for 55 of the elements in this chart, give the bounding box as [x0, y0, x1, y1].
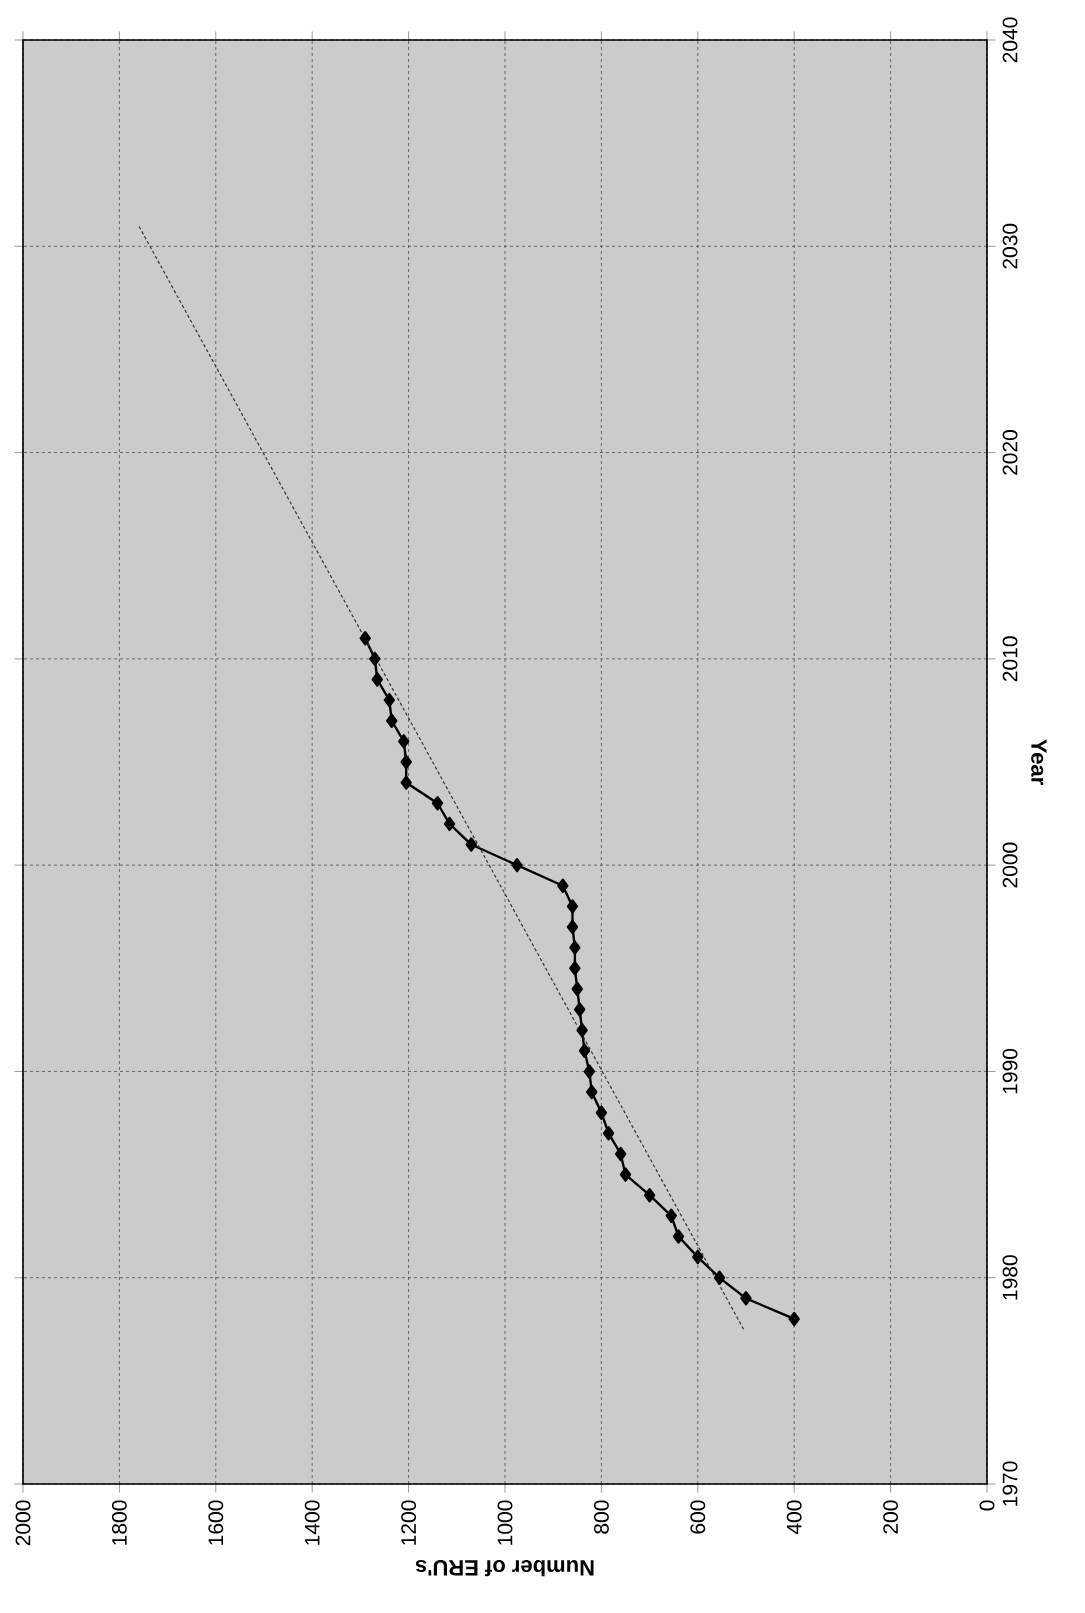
point: [359, 631, 371, 646]
point: [583, 1064, 596, 1079]
x-tick-label: 1800: [111, 1500, 127, 1545]
y-tick-label: 2040: [1002, 17, 1018, 63]
point: [569, 940, 581, 955]
y-tick-label: 2000: [1002, 842, 1018, 888]
point: [398, 734, 410, 749]
y-tick-label: 2030: [1002, 223, 1018, 269]
point: [788, 1311, 800, 1327]
y-tick-label: 1970: [1002, 1461, 1018, 1506]
y-axis-title: Year: [1031, 739, 1047, 785]
point: [386, 713, 398, 728]
point: [665, 1208, 677, 1224]
point: [692, 1249, 704, 1265]
point: [383, 692, 395, 708]
point: [740, 1291, 752, 1306]
point: [578, 1043, 591, 1058]
point: [576, 1022, 588, 1038]
point: [371, 672, 383, 687]
x-tick-label: 600: [690, 1500, 706, 1534]
point: [566, 919, 579, 935]
point: [619, 1167, 632, 1182]
point: [595, 1105, 608, 1120]
x-tick-label: 1400: [304, 1500, 320, 1545]
y-tick-label: 2010: [1002, 636, 1018, 682]
x-tick-label: 2000: [15, 1500, 31, 1546]
point: [569, 961, 581, 976]
point: [557, 878, 569, 893]
x-tick-label: 400: [786, 1500, 802, 1535]
point: [443, 816, 456, 832]
point: [571, 981, 583, 997]
point: [431, 796, 444, 811]
x-tick-label: 1600: [208, 1500, 224, 1545]
point: [614, 1146, 627, 1162]
y-tick-label: 1990: [1002, 1048, 1018, 1094]
y-tick-label: 2020: [1002, 430, 1018, 475]
point: [602, 1126, 615, 1141]
point: [586, 1084, 598, 1100]
x-tick-label: 0: [979, 1500, 995, 1511]
x-tick-label: 200: [883, 1500, 899, 1534]
point: [400, 754, 412, 770]
point: [713, 1270, 726, 1285]
point: [574, 1002, 586, 1017]
point: [400, 775, 412, 790]
point: [511, 857, 523, 873]
point: [672, 1229, 685, 1244]
point: [643, 1187, 656, 1203]
point: [566, 899, 579, 914]
y-tick-label: 1980: [1002, 1255, 1018, 1300]
point: [369, 651, 381, 667]
point: [465, 837, 477, 852]
x-axis-title: Number of ERU's: [415, 1560, 594, 1577]
x-tick-label: 1000: [497, 1500, 513, 1545]
x-tick-label: 1200: [401, 1500, 417, 1545]
x-tick-label: 800: [593, 1500, 609, 1534]
